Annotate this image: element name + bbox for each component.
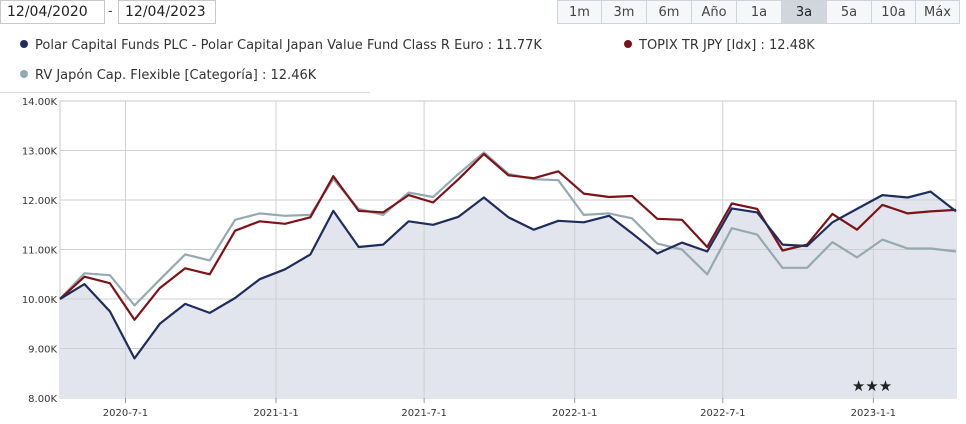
period-button-1a[interactable]: 1a bbox=[737, 0, 782, 24]
y-tick-label: 14.00K bbox=[22, 97, 58, 108]
period-button-3m[interactable]: 3m bbox=[602, 0, 647, 24]
y-tick-label: 8.00K bbox=[28, 394, 57, 405]
y-tick-label: 12.00K bbox=[22, 196, 58, 207]
x-tick-label: 2022-1-1 bbox=[552, 408, 597, 419]
y-tick-label: 10.00K bbox=[22, 295, 58, 306]
legend-item-fund[interactable]: Polar Capital Funds PLC - Polar Capital … bbox=[20, 38, 542, 53]
period-selector: 1m 3m 6m Año 1a 3a 5a 10a Máx bbox=[557, 0, 960, 24]
legend-dot-fund bbox=[20, 40, 28, 48]
period-button-10a[interactable]: 10a bbox=[872, 0, 916, 24]
x-tick-label: 2023-1-1 bbox=[851, 408, 896, 419]
y-tick-label: 13.00K bbox=[22, 147, 58, 158]
legend-label-category: RV Japón Cap. Flexible [Categoría] bbox=[35, 68, 258, 83]
legend-label-fund: Polar Capital Funds PLC - Polar Capital … bbox=[35, 38, 484, 53]
area-fill bbox=[60, 191, 956, 398]
series-line-fund bbox=[59, 190, 957, 360]
end-date-input[interactable]: 12/04/2023 bbox=[118, 0, 216, 24]
y-tick-label: 11.00K bbox=[22, 246, 58, 257]
legend-dot-topix bbox=[624, 40, 632, 48]
x-tick-label: 2021-1-1 bbox=[253, 408, 298, 419]
start-date-input[interactable]: 12/04/2020 bbox=[0, 0, 105, 24]
period-button-max[interactable]: Máx bbox=[916, 0, 960, 24]
date-separator: - bbox=[108, 4, 113, 19]
rating-stars: ★★★ bbox=[852, 377, 892, 395]
x-tick-label: 2021-7-1 bbox=[401, 408, 446, 419]
legend-dot-category bbox=[20, 70, 28, 78]
x-tick-label: 2022-7-1 bbox=[700, 408, 745, 419]
legend-item-topix[interactable]: TOPIX TR JPY [Idx] : 12.48K bbox=[624, 38, 815, 53]
legend-label-topix: TOPIX TR JPY [Idx] bbox=[639, 38, 757, 53]
series-line-category bbox=[59, 151, 957, 307]
legend-value-category: 12.46K bbox=[270, 68, 317, 83]
x-tick-label: 2020-7-1 bbox=[103, 408, 148, 419]
period-button-ytd[interactable]: Año bbox=[692, 0, 737, 24]
period-button-1m[interactable]: 1m bbox=[557, 0, 602, 24]
legend-value-fund: 11.77K bbox=[496, 38, 542, 53]
period-button-6m[interactable]: 6m bbox=[647, 0, 692, 24]
period-button-3a[interactable]: 3a bbox=[782, 0, 827, 24]
legend-divider bbox=[0, 92, 370, 93]
legend-item-category[interactable]: RV Japón Cap. Flexible [Categoría] : 12.… bbox=[20, 68, 316, 83]
period-button-5a[interactable]: 5a bbox=[827, 0, 872, 24]
legend-value-topix: 12.48K bbox=[769, 38, 815, 53]
y-tick-label: 9.00K bbox=[28, 345, 57, 356]
